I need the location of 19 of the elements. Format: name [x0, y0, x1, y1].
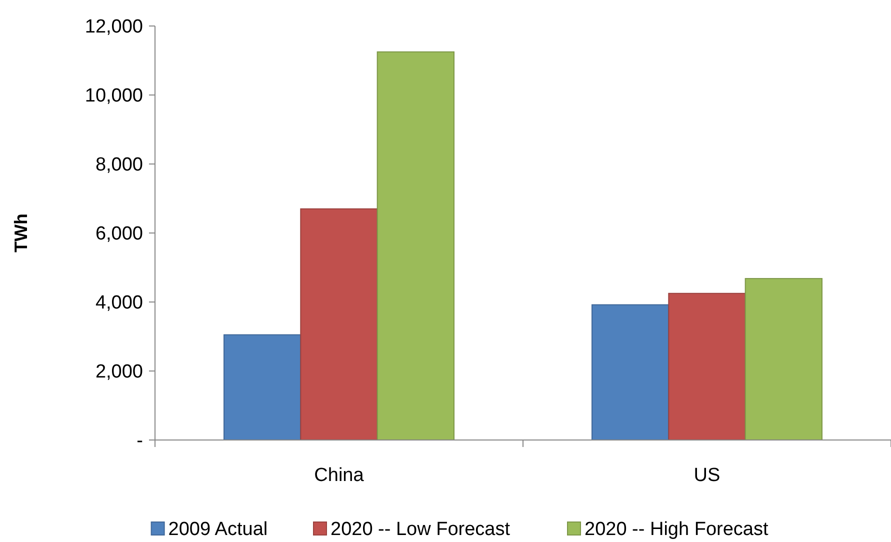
- x-tick-label: US: [694, 465, 720, 486]
- bar: [592, 304, 670, 440]
- legend-label: 2020 -- High Forecast: [584, 519, 769, 540]
- y-tick-label: -: [136, 430, 143, 452]
- y-tick-label: 10,000: [84, 86, 143, 107]
- bar: [224, 334, 302, 440]
- legend-label: 2020 -- Low Forecast: [330, 519, 511, 540]
- y-tick-label: 4,000: [95, 292, 143, 314]
- y-tick-label: 6,000: [95, 224, 143, 245]
- bar: [376, 51, 454, 440]
- bar: [744, 278, 822, 440]
- x-tick-label: China: [314, 465, 364, 486]
- y-axis-title: TWh: [11, 214, 31, 252]
- y-tick-label: 2,000: [95, 362, 143, 383]
- legend-label: 2009 Actual: [168, 519, 268, 540]
- y-tick-label: 8,000: [95, 154, 143, 176]
- bar: [300, 208, 378, 440]
- bar: [668, 292, 746, 440]
- y-tick-label: 12,000: [84, 16, 143, 38]
